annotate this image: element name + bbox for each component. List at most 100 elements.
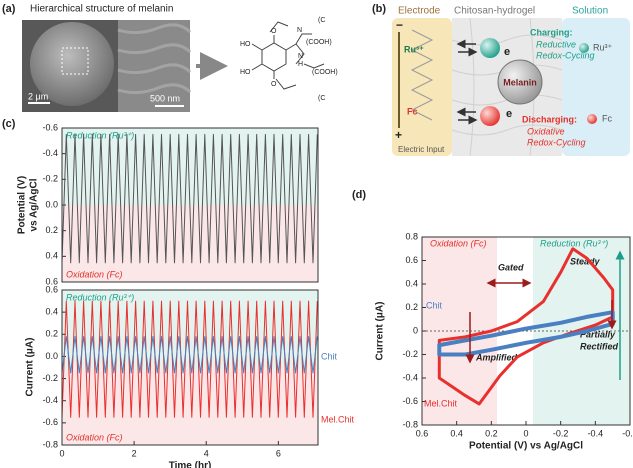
x-tick-label: -0.2	[553, 428, 569, 438]
electron: e	[506, 108, 512, 120]
structure-label: (COOH)	[306, 39, 332, 46]
series-label: Chit	[426, 300, 443, 310]
region-label: Chitosan-hydrogel	[454, 6, 535, 17]
annotation: Reduction (Ru³⁺)	[66, 130, 134, 140]
annotation: Rectified	[580, 341, 619, 351]
structure-label: HO	[240, 69, 251, 76]
y-tick-label: -0.4	[402, 372, 418, 382]
y-tick-label: 0.4	[405, 278, 418, 288]
sem-texture	[117, 23, 192, 95]
structure-label: (C	[318, 95, 325, 102]
y-axis-label: Potential (V)	[17, 176, 28, 234]
x-axis-label: Time (hr)	[169, 461, 212, 468]
melanin-label: Melanin	[503, 77, 537, 87]
y-tick-label: 0	[413, 325, 418, 335]
species: Fc	[407, 106, 418, 116]
solution-region	[562, 18, 630, 156]
ball	[480, 38, 500, 58]
x-tick-label: 0.6	[416, 428, 429, 438]
plot-frame	[61, 127, 319, 283]
electron: e	[504, 46, 510, 58]
sem-particle	[30, 22, 114, 106]
y-tick-label: -0.2	[42, 174, 58, 184]
y-axis-label: Current (μA)	[375, 302, 386, 361]
y-axis-label: Current (μA)	[25, 338, 36, 397]
species: Fc	[602, 113, 612, 123]
annotation: Reduction (Ru³⁺)	[66, 292, 134, 302]
y-tick-label: -0.2	[42, 373, 58, 383]
panel-label: (c)	[2, 118, 16, 130]
region-label: Electrode	[398, 6, 441, 17]
zigzag	[410, 29, 434, 121]
x-tick-label: 0	[59, 448, 64, 458]
scale-label: 500 nm	[150, 93, 180, 103]
structure	[251, 33, 325, 79]
series-label: Mel.Chit	[424, 398, 458, 408]
y-tick-label: 0.6	[45, 284, 58, 294]
panel-label: (b)	[372, 3, 386, 15]
y-tick-label: 0.8	[405, 231, 418, 241]
x-tick-label: -0.6	[622, 428, 633, 438]
x-tick-label: 0	[523, 428, 528, 438]
process: Oxidative	[527, 126, 565, 136]
y-tick-label: 0.2	[45, 329, 58, 339]
annotation: Partially	[580, 329, 616, 339]
y-tick-label: -0.6	[42, 122, 58, 132]
scale-label: 2 μm	[28, 91, 48, 101]
y-tick-label: 0.4	[45, 307, 58, 317]
panel-title: Hierarchical structure of melanin	[30, 4, 173, 15]
series-label: Mel.Chit	[321, 414, 355, 424]
annotation: Gated	[498, 262, 524, 272]
x-tick-label: 2	[132, 448, 137, 458]
y-tick-label: -0.2	[402, 349, 418, 359]
y-tick-label: 0.6	[45, 276, 58, 286]
y-tick-label: -0.6	[42, 417, 58, 427]
y-tick-label: 0.0	[45, 351, 58, 361]
annotations: Oxidation (Fc) Reduction (Ru³⁺) Gated St…	[430, 238, 619, 362]
region-label: Solution	[572, 6, 608, 17]
annotation: Reduction (Ru³⁺)	[540, 238, 608, 248]
panel-label: (d)	[352, 189, 366, 201]
y-tick-label: -0.6	[402, 396, 418, 406]
plot-frame	[421, 236, 631, 426]
x-tick-label: 6	[276, 448, 281, 458]
process: Redox-Cycling	[536, 50, 595, 60]
electrode-region	[392, 18, 452, 156]
process: Discharging:	[522, 114, 577, 124]
structure-label: O	[271, 81, 277, 88]
x-tick-label: -0.4	[588, 428, 604, 438]
x-tick-label: 0.2	[485, 428, 498, 438]
y-tick-label: 0.2	[405, 302, 418, 312]
structure-label: N	[298, 53, 303, 60]
y-tick-label: -0.4	[42, 148, 58, 158]
process: Charging:	[530, 27, 573, 37]
process: Reductive	[536, 39, 576, 49]
y-axis-label: vs Ag/AgCl	[29, 178, 40, 231]
process: Redox-Cycling	[527, 137, 586, 147]
species: Ru³⁺	[593, 42, 613, 52]
ball	[579, 43, 589, 53]
annotation: Oxidation (Fc)	[66, 269, 123, 279]
ball	[480, 106, 500, 126]
annotation: Oxidation (Fc)	[66, 432, 123, 442]
melanin	[497, 59, 543, 105]
zoom-box	[61, 47, 89, 75]
x-axis-label: Potential (V) vs Ag/AgCl	[469, 441, 583, 452]
data-line	[61, 133, 318, 264]
structure-label: (COOH)	[312, 69, 338, 76]
x-tick-label: 4	[204, 448, 209, 458]
data-line	[61, 300, 318, 418]
panel-a: (a) Hierarchical structure of melanin 2 …	[2, 3, 338, 112]
terminal: +	[395, 128, 402, 142]
y-tick-label: 0.0	[45, 199, 58, 209]
y-tick-label: -0.8	[42, 439, 58, 449]
annotation: Amplified	[475, 352, 518, 362]
structure	[269, 21, 297, 90]
series-label: Chit	[321, 351, 338, 361]
panel-b: (b) Electrode Chitosan-hydrogel Solution…	[372, 3, 630, 157]
structure-label: N	[297, 27, 302, 34]
y-tick-label: 0.2	[45, 225, 58, 235]
x-tick-label: 0.4	[450, 428, 463, 438]
